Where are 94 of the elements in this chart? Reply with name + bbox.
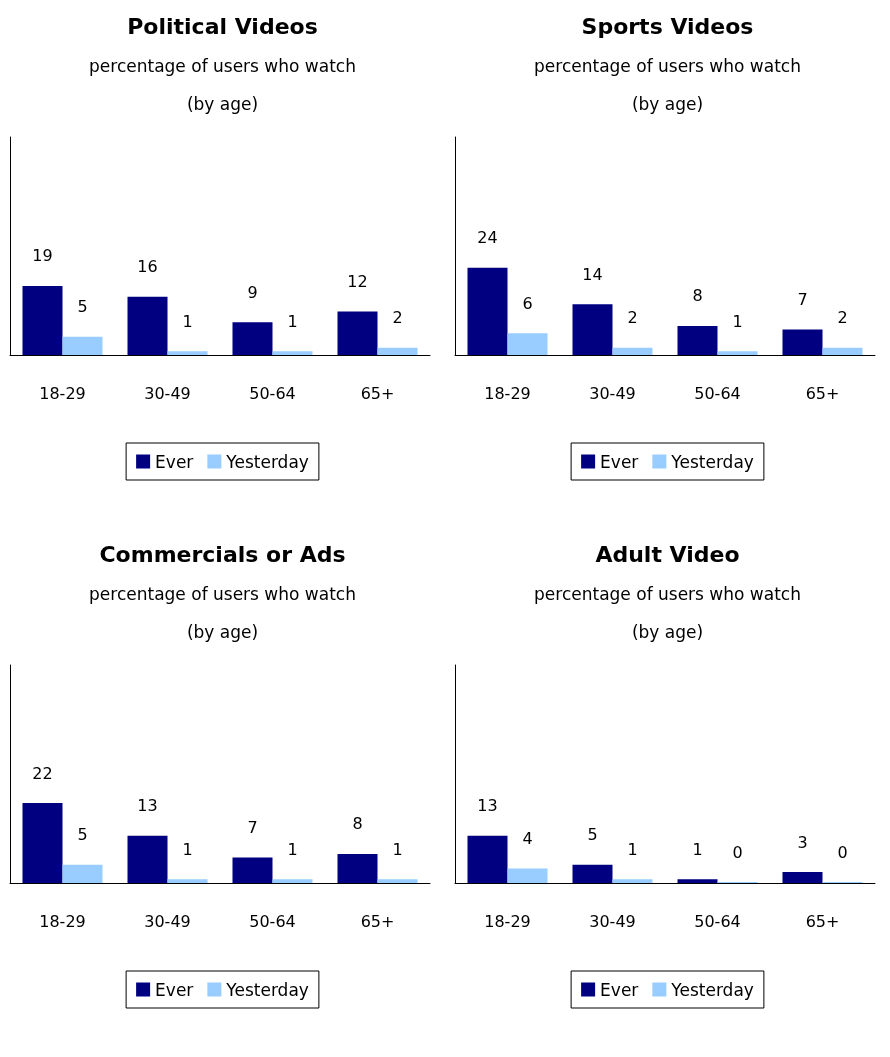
bar <box>377 347 418 355</box>
x-tick-label: 18-29 <box>39 383 86 403</box>
data-label: 7 <box>247 818 258 838</box>
x-tick-label: 50-64 <box>694 911 741 931</box>
data-label: 6 <box>522 293 533 313</box>
x-tick-label: 18-29 <box>484 911 531 931</box>
legend-label: Yesterday <box>225 979 309 1000</box>
data-label: 1 <box>182 311 193 331</box>
bar <box>822 347 863 355</box>
x-tick-label: 18-29 <box>39 911 86 931</box>
x-tick-label: 50-64 <box>694 383 741 403</box>
bar <box>467 267 508 355</box>
data-label: 1 <box>287 311 298 331</box>
x-tick-label: 30-49 <box>589 911 636 931</box>
chart-subtitle: percentage of users who watch (by age) <box>89 56 356 114</box>
data-label: 1 <box>692 839 703 859</box>
x-tick-label: 65+ <box>805 911 840 931</box>
chart-title: Political Videos <box>127 13 318 39</box>
bar <box>167 351 208 355</box>
data-label: 2 <box>837 308 848 328</box>
bar <box>232 857 273 883</box>
bar <box>272 351 313 355</box>
x-tick-label: 30-49 <box>589 383 636 403</box>
legend-label: Yesterday <box>225 451 309 472</box>
chart-title: Commercials or Ads <box>99 541 346 567</box>
data-label: 4 <box>522 828 533 848</box>
data-label: 14 <box>582 264 603 284</box>
chart-title: Adult Video <box>595 541 740 567</box>
bar <box>677 879 718 883</box>
x-tick-label: 50-64 <box>249 911 296 931</box>
bar <box>22 285 63 355</box>
legend-label: Ever <box>600 979 639 1000</box>
bar <box>337 311 378 355</box>
x-tick-label: 50-64 <box>249 383 296 403</box>
bar <box>377 879 418 883</box>
bar <box>572 304 613 355</box>
data-label: 0 <box>837 842 848 862</box>
data-label: 12 <box>347 271 368 291</box>
data-label: 1 <box>392 839 403 859</box>
data-label: 22 <box>32 763 53 783</box>
data-label: 8 <box>692 286 703 306</box>
bar <box>62 336 103 355</box>
bar <box>612 879 653 883</box>
bar <box>22 803 63 883</box>
legend-label: Ever <box>155 979 194 1000</box>
bar <box>467 835 508 883</box>
data-label: 1 <box>182 839 193 859</box>
data-label: 5 <box>77 297 88 317</box>
bar <box>232 322 273 355</box>
bar <box>337 853 378 883</box>
bar <box>782 329 823 355</box>
x-tick-label: 65+ <box>360 911 395 931</box>
data-label: 9 <box>247 282 258 302</box>
data-label: 13 <box>477 796 498 816</box>
data-label: 1 <box>287 839 298 859</box>
bar <box>507 333 548 355</box>
data-label: 5 <box>77 825 88 845</box>
bar <box>782 872 823 883</box>
data-label: 16 <box>137 257 158 277</box>
chart-subtitle: percentage of users who watch (by age) <box>89 584 356 642</box>
bar <box>127 296 168 355</box>
bar <box>612 347 653 355</box>
bar <box>62 864 103 883</box>
bar <box>572 864 613 883</box>
data-label: 0 <box>732 842 743 862</box>
x-tick-label: 65+ <box>360 383 395 403</box>
data-label: 7 <box>797 290 808 310</box>
data-label: 24 <box>477 228 498 248</box>
data-label: 3 <box>797 832 808 852</box>
data-label: 8 <box>352 814 363 834</box>
bar <box>167 879 208 883</box>
data-label: 19 <box>32 246 53 266</box>
legend-label: Yesterday <box>670 979 754 1000</box>
x-tick-label: 65+ <box>805 383 840 403</box>
data-label: 1 <box>627 839 638 859</box>
data-label: 2 <box>392 308 403 328</box>
chart-title: Sports Videos <box>581 13 754 39</box>
bar <box>127 835 168 883</box>
data-label: 2 <box>627 308 638 328</box>
data-label: 13 <box>137 796 158 816</box>
x-tick-label: 30-49 <box>144 383 191 403</box>
bar <box>677 325 718 355</box>
data-label: 5 <box>587 825 598 845</box>
bar <box>717 351 758 355</box>
x-tick-label: 30-49 <box>144 911 191 931</box>
data-label: 1 <box>732 311 743 331</box>
bar <box>507 868 548 883</box>
chart-subtitle: percentage of users who watch (by age) <box>534 584 801 642</box>
legend-label: Yesterday <box>670 451 754 472</box>
chart-subtitle: percentage of users who watch (by age) <box>534 56 801 114</box>
legend-label: Ever <box>600 451 639 472</box>
legend-label: Ever <box>155 451 194 472</box>
x-tick-label: 18-29 <box>484 383 531 403</box>
bar <box>272 879 313 883</box>
